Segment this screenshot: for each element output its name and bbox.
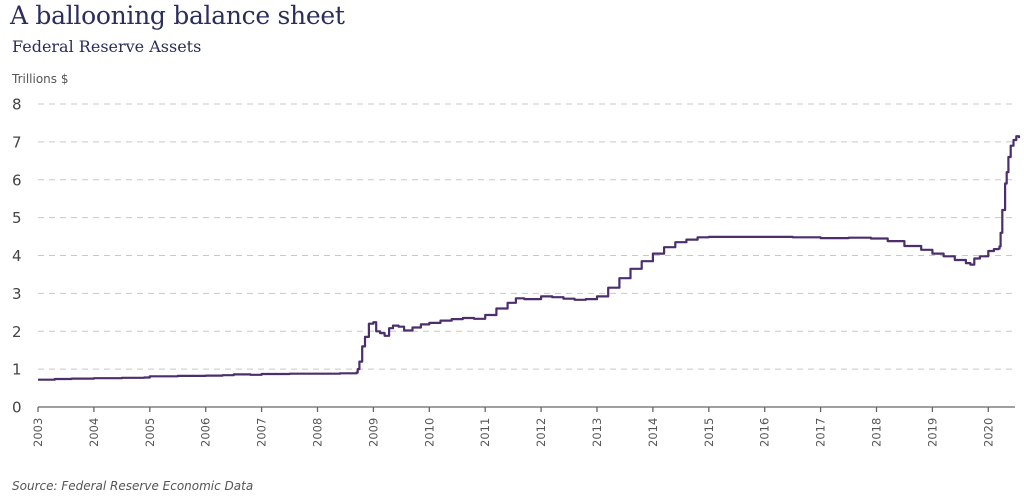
x-tick-label: 2014 — [646, 418, 660, 447]
x-tick-label: 2015 — [702, 418, 716, 447]
y-tick-label: 4 — [12, 247, 22, 265]
y-tick-label: 0 — [12, 399, 22, 417]
y-tick-label: 8 — [12, 96, 22, 114]
x-tick-label: 2004 — [87, 418, 101, 447]
chart-title: A ballooning balance sheet — [10, 1, 345, 30]
x-tick-label: 2009 — [366, 418, 380, 447]
x-tick-label: 2013 — [590, 418, 604, 447]
x-tick-label: 2017 — [814, 418, 828, 447]
y-axis-unit-label: Trillions $ — [12, 72, 69, 86]
y-tick-label: 2 — [12, 323, 22, 341]
y-tick-label: 7 — [12, 133, 22, 151]
series-group — [38, 135, 1021, 381]
x-tick-label: 2020 — [981, 418, 995, 447]
x-tick-label: 2018 — [870, 418, 884, 447]
source-note: Source: Federal Reserve Economic Data — [12, 479, 254, 493]
x-tick-label: 2012 — [534, 418, 548, 447]
x-tick-label: 2003 — [31, 418, 45, 447]
x-tick-label: 2016 — [758, 418, 772, 447]
x-tick-label: 2010 — [422, 418, 436, 447]
x-axis: 2003 2004 2005 2006 2007 2008 2009 2010 2011 2012… — [31, 406, 1015, 447]
y-tick-label: 3 — [12, 285, 22, 303]
chart-subtitle: Federal Reserve Assets — [12, 37, 202, 56]
y-axis-ticks: 0 1 2 3 4 5 6 7 8 — [12, 96, 22, 417]
x-tick-label: 2005 — [143, 418, 157, 447]
y-tick-label: 1 — [12, 361, 22, 379]
y-tick-label: 6 — [12, 171, 22, 189]
series-line-fed-assets — [38, 135, 1021, 381]
x-tick-label: 2019 — [925, 418, 939, 447]
x-tick-label: 2011 — [478, 418, 492, 447]
x-tick-label: 2007 — [255, 418, 269, 447]
gridlines — [38, 103, 1015, 370]
x-tick-label: 2008 — [311, 418, 325, 447]
x-tick-label: 2006 — [199, 418, 213, 447]
y-tick-label: 5 — [12, 209, 22, 227]
